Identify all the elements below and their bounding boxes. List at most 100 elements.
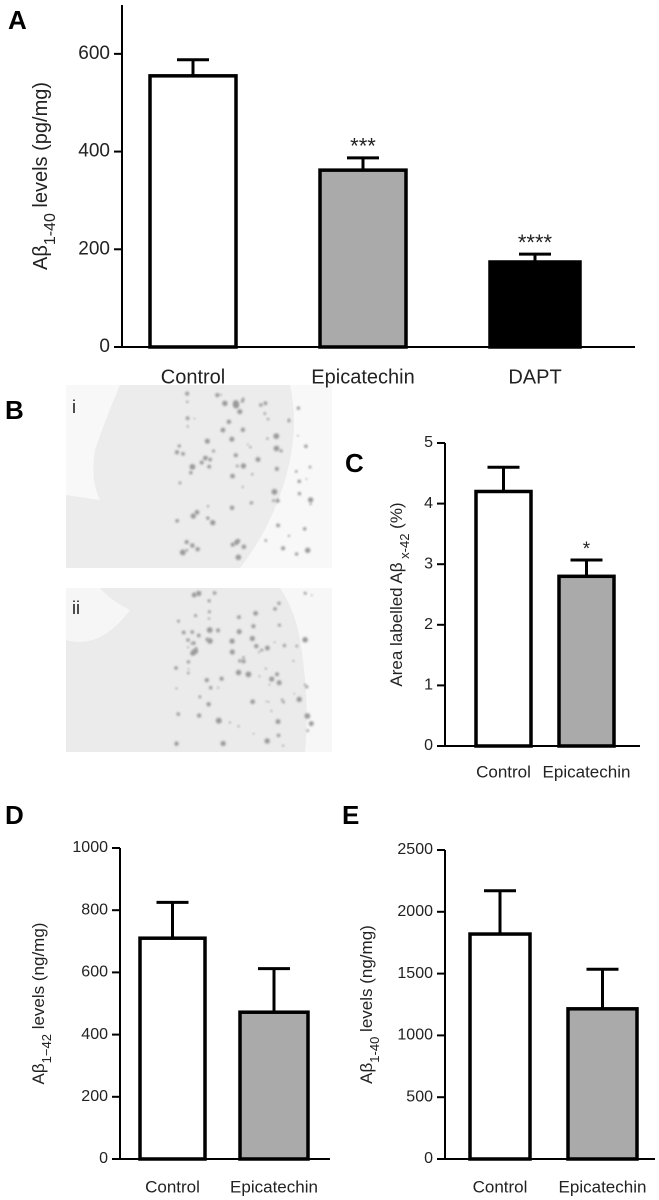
image-label: i: [72, 397, 76, 417]
plaque: [185, 416, 190, 421]
plaque: [206, 627, 213, 633]
plaque: [273, 433, 280, 440]
y-tick-label: 2000: [397, 903, 433, 920]
plaque: [275, 719, 281, 725]
plaque: [229, 436, 235, 442]
plaque: [206, 505, 210, 508]
plaque: [269, 676, 275, 682]
plaque: [263, 401, 268, 406]
plaque: [187, 668, 190, 671]
bar: [488, 260, 582, 349]
y-label-main: Aβ: [29, 1063, 48, 1084]
plaque: [235, 464, 239, 468]
plaque: [208, 685, 213, 690]
image-label: ii: [72, 598, 80, 618]
plaque: [282, 643, 287, 648]
plaque: [309, 502, 312, 506]
plaque: [196, 590, 202, 597]
plaque: [226, 419, 232, 425]
plaque: [216, 628, 220, 633]
y-tick-label: 200: [78, 238, 110, 259]
plaque: [229, 649, 235, 655]
plaque: [235, 554, 242, 561]
y-tick-label: 800: [81, 901, 108, 918]
plaque: [255, 457, 261, 462]
plaque: [287, 534, 291, 538]
plaque: [251, 473, 254, 476]
plaque: [303, 683, 307, 686]
plaque: [222, 400, 228, 407]
x-tick-label: Epicatechin: [543, 762, 631, 781]
y-tick-label: 4: [424, 495, 433, 512]
plaque: [242, 656, 245, 659]
y-tick-label: 200: [81, 1088, 108, 1105]
plaque: [273, 445, 280, 452]
plaque: [249, 635, 255, 642]
plaque: [249, 446, 252, 449]
panel-label: B: [5, 395, 24, 425]
plaque: [266, 417, 270, 421]
significance: *: [583, 539, 591, 560]
plaque: [257, 651, 260, 654]
y-tick-label: 600: [78, 43, 110, 64]
plaque: [193, 417, 196, 420]
plaque: [264, 667, 267, 670]
panel-label: A: [8, 5, 27, 35]
plaque: [305, 478, 308, 480]
plaque: [305, 547, 311, 554]
plaque: [207, 599, 211, 603]
plaque: [207, 610, 211, 614]
x-tick-label: Epicatechin: [559, 1177, 647, 1196]
plaque: [275, 672, 280, 677]
plaque: [250, 699, 255, 705]
plaque: [174, 666, 178, 670]
y-axis-label: Aβ1−42 levels (ng/mg): [29, 923, 53, 1085]
plaque: [254, 643, 259, 649]
plaque: [174, 741, 179, 746]
tissue-edge: [280, 588, 332, 752]
plaque: [230, 473, 235, 479]
plaque: [238, 659, 242, 663]
x-tick-label: Control: [476, 762, 531, 781]
plaque: [252, 732, 255, 735]
plaque: [304, 444, 308, 448]
plaque: [308, 497, 314, 503]
plaque: [276, 733, 281, 738]
plaque: [295, 644, 299, 648]
plaque: [305, 685, 309, 689]
plaque: [207, 638, 213, 644]
x-tick-label: Control: [145, 1177, 200, 1196]
y-tick-label: 0: [99, 336, 110, 357]
plaque: [240, 427, 246, 432]
panel-label: C: [345, 448, 364, 478]
y-tick-label: 400: [81, 1026, 108, 1043]
plaque: [271, 488, 278, 495]
plaque: [191, 641, 196, 646]
plaque: [186, 671, 190, 675]
plaque: [297, 479, 301, 484]
plaque: [220, 427, 226, 433]
plaque: [184, 539, 189, 545]
plaque: [179, 549, 186, 556]
plaque: [308, 721, 314, 727]
y-tick-label: 1000: [72, 839, 108, 856]
plaque: [302, 637, 308, 643]
plaque: [264, 645, 270, 651]
y-axis-label: Area labelled Aβ x-42 (%): [387, 502, 411, 686]
y-label-sub: x-42: [397, 534, 412, 563]
plaque: [189, 470, 193, 475]
y-tick-label: 1000: [397, 1027, 433, 1044]
plaque: [206, 702, 211, 707]
y-axis-label: Aβ1-40 levels (ng/mg): [357, 925, 381, 1084]
plaque: [232, 400, 239, 406]
plaque: [281, 546, 286, 551]
plaque: [228, 721, 231, 724]
plaque: [294, 552, 299, 556]
plaque: [276, 523, 280, 528]
plaque: [287, 419, 291, 423]
plaque: [240, 399, 244, 403]
bar: [474, 489, 533, 748]
y-tick-label: 3: [424, 555, 433, 572]
plaque: [177, 619, 180, 623]
